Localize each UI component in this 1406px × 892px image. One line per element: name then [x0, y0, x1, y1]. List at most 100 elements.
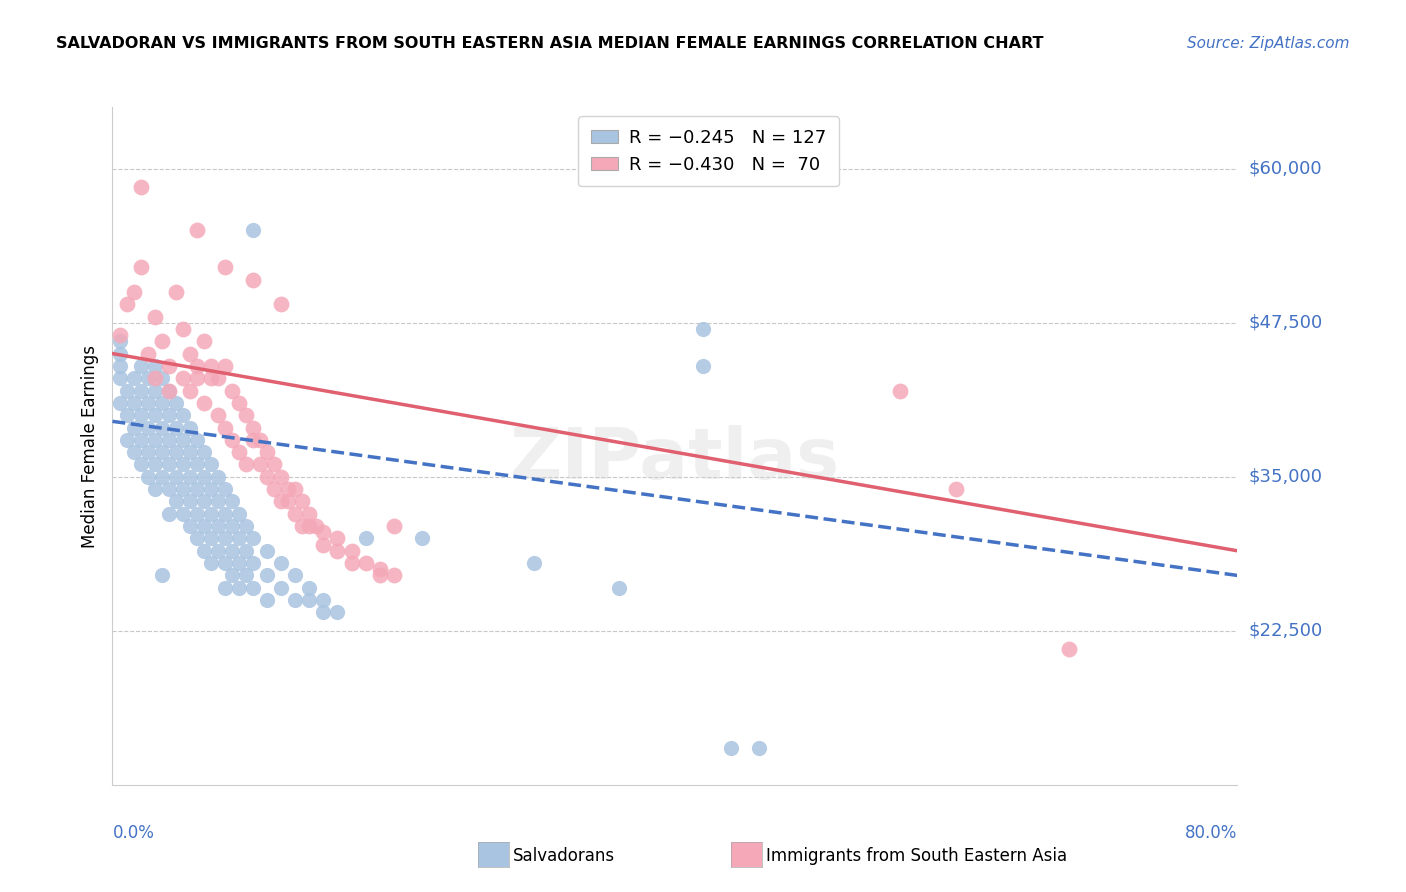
Point: [291, 519, 314, 533]
Point: [235, 408, 257, 422]
Point: [143, 433, 166, 447]
Point: [270, 556, 292, 570]
Point: [186, 433, 208, 447]
Point: [298, 519, 321, 533]
Point: [270, 297, 292, 311]
Point: [157, 433, 180, 447]
Point: [157, 384, 180, 398]
Point: [214, 260, 236, 275]
Point: [193, 396, 215, 410]
Point: [186, 223, 208, 237]
Point: [122, 445, 145, 459]
Point: [284, 482, 307, 496]
Point: [172, 507, 194, 521]
Point: [150, 445, 173, 459]
Point: [298, 593, 321, 607]
Point: [270, 494, 292, 508]
Point: [228, 532, 250, 546]
Point: [207, 408, 229, 422]
Y-axis label: Median Female Earnings: Median Female Earnings: [80, 344, 98, 548]
Point: [748, 741, 770, 756]
Point: [200, 458, 222, 472]
Point: [143, 408, 166, 422]
Point: [143, 458, 166, 472]
Text: 80.0%: 80.0%: [1185, 824, 1237, 842]
Point: [193, 470, 215, 484]
Point: [214, 420, 236, 434]
Point: [157, 359, 180, 373]
Text: $47,500: $47,500: [1249, 314, 1323, 332]
Point: [186, 458, 208, 472]
Point: [242, 433, 264, 447]
Point: [172, 458, 194, 472]
Point: [186, 507, 208, 521]
Point: [354, 532, 377, 546]
Point: [150, 396, 173, 410]
Text: Immigrants from South Eastern Asia: Immigrants from South Eastern Asia: [766, 847, 1067, 865]
Point: [242, 581, 264, 595]
Point: [136, 470, 159, 484]
Point: [179, 420, 201, 434]
Point: [136, 371, 159, 385]
Point: [889, 384, 911, 398]
Text: $22,500: $22,500: [1249, 622, 1323, 640]
Point: [179, 470, 201, 484]
Point: [115, 408, 138, 422]
Point: [186, 371, 208, 385]
Point: [228, 507, 250, 521]
Point: [256, 445, 278, 459]
Point: [129, 408, 152, 422]
Point: [122, 396, 145, 410]
Point: [165, 445, 187, 459]
Point: [193, 543, 215, 558]
Point: [214, 482, 236, 496]
Point: [270, 581, 292, 595]
Point: [214, 507, 236, 521]
Point: [692, 359, 714, 373]
Point: [235, 543, 257, 558]
Point: [143, 371, 166, 385]
Point: [108, 346, 131, 360]
Point: [235, 458, 257, 472]
Point: [193, 519, 215, 533]
Point: [214, 556, 236, 570]
Legend: R = −0.245   N = 127, R = −0.430   N =  70: R = −0.245 N = 127, R = −0.430 N = 70: [578, 116, 839, 186]
Point: [122, 371, 145, 385]
Point: [312, 538, 335, 552]
Point: [157, 408, 180, 422]
Point: [277, 482, 299, 496]
Point: [270, 470, 292, 484]
Point: [193, 334, 215, 349]
Point: [165, 396, 187, 410]
Point: [214, 359, 236, 373]
Point: [150, 371, 173, 385]
Point: [150, 568, 173, 582]
Point: [411, 532, 433, 546]
Point: [179, 445, 201, 459]
Point: [150, 470, 173, 484]
Point: [172, 433, 194, 447]
Point: [143, 384, 166, 398]
Point: [720, 741, 742, 756]
Point: [298, 581, 321, 595]
Point: [242, 272, 264, 286]
Point: [354, 556, 377, 570]
Point: [221, 494, 243, 508]
Point: [228, 581, 250, 595]
Point: [115, 384, 138, 398]
Point: [207, 543, 229, 558]
Point: [291, 494, 314, 508]
Point: [305, 519, 328, 533]
Point: [108, 396, 131, 410]
Point: [256, 470, 278, 484]
Point: [193, 445, 215, 459]
Point: [1057, 642, 1080, 657]
Point: [692, 322, 714, 336]
Point: [207, 519, 229, 533]
Point: [165, 420, 187, 434]
Point: [242, 532, 264, 546]
Point: [228, 556, 250, 570]
Point: [298, 507, 321, 521]
Point: [200, 532, 222, 546]
Point: [129, 458, 152, 472]
